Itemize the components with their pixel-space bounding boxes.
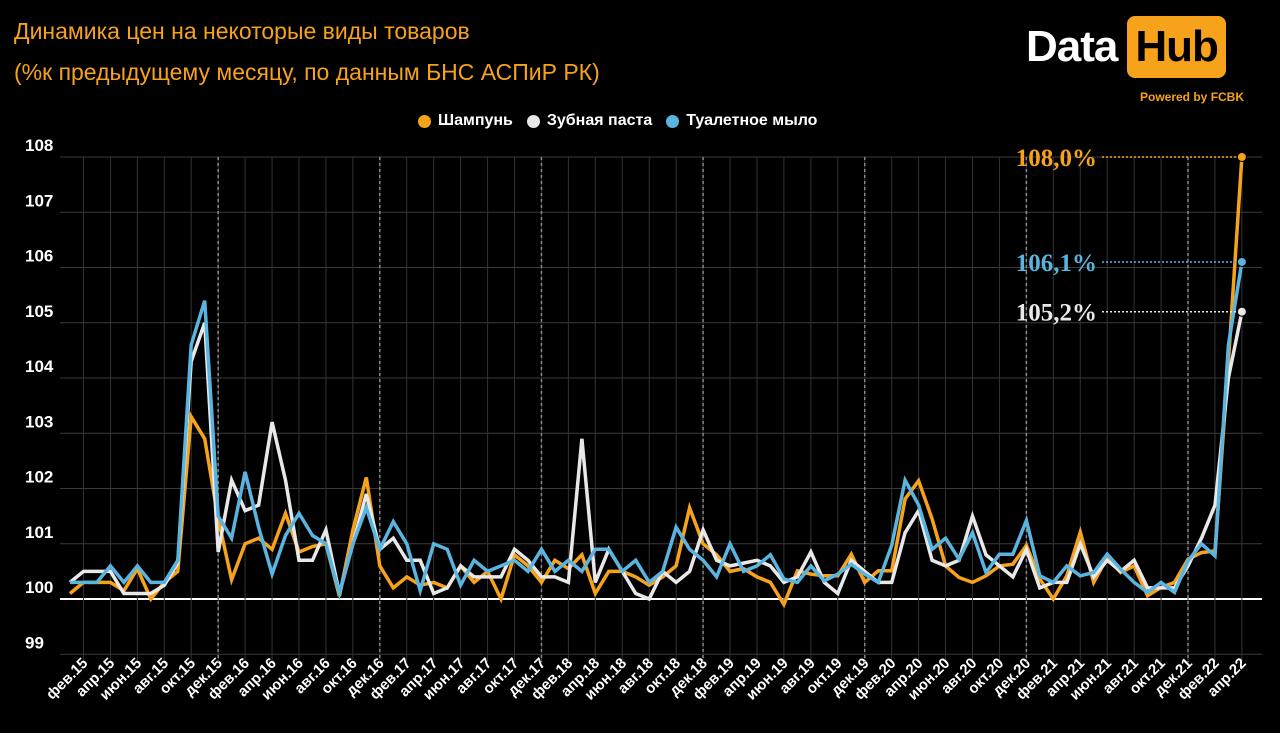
legend-label: Шампунь	[438, 112, 513, 129]
legend-label: Туалетное мыло	[686, 112, 818, 129]
y-tick-label: 105	[25, 302, 53, 321]
series-line-0	[68, 156, 1244, 609]
y-tick-label: 101	[25, 523, 53, 542]
end-point-marker	[1236, 152, 1247, 162]
end-value-label: 108,0%	[1016, 145, 1097, 172]
end-value-label: 106,1%	[1016, 250, 1097, 277]
series-line-2	[70, 261, 1244, 601]
logo-data-text: Data	[1026, 22, 1118, 71]
y-tick-label: 100	[25, 578, 53, 597]
y-tick-label: 104	[25, 357, 54, 376]
chart-title: Динамика цен на некоторые виды товаров	[14, 18, 470, 44]
legend-dot-icon	[666, 114, 680, 128]
y-tick-label: 108	[25, 136, 53, 155]
legend-item-shampoo: Шампунь	[418, 112, 513, 130]
y-tick-label: 106	[25, 247, 53, 266]
y-tick-label: 99	[25, 633, 44, 652]
end-point-marker	[1236, 256, 1247, 267]
legend-item-toothpaste: Зубная паста	[526, 112, 653, 130]
logo-hub-text: Hub	[1127, 16, 1226, 78]
y-tick-label: 102	[25, 468, 53, 487]
legend-dot-icon	[418, 114, 431, 128]
datahub-logo: Data Hub	[1026, 16, 1226, 78]
legend-item-soap: Туалетное мыло	[666, 112, 817, 130]
powered-by-text: Powered by FCBK	[1140, 90, 1245, 104]
legend-dot-icon	[526, 114, 540, 128]
series-line-1	[68, 311, 1244, 602]
y-tick-label: 107	[25, 191, 53, 210]
end-value-label: 105,2%	[1016, 300, 1097, 327]
end-point-marker	[1236, 306, 1247, 317]
y-tick-label: 103	[25, 412, 53, 431]
chart-subtitle: (%к предыдущему месяцу, по данным БНС АС…	[14, 59, 600, 85]
legend: Шампунь Зубная паста Туалетное мыло	[418, 112, 817, 130]
legend-label: Зубная паста	[546, 112, 653, 129]
